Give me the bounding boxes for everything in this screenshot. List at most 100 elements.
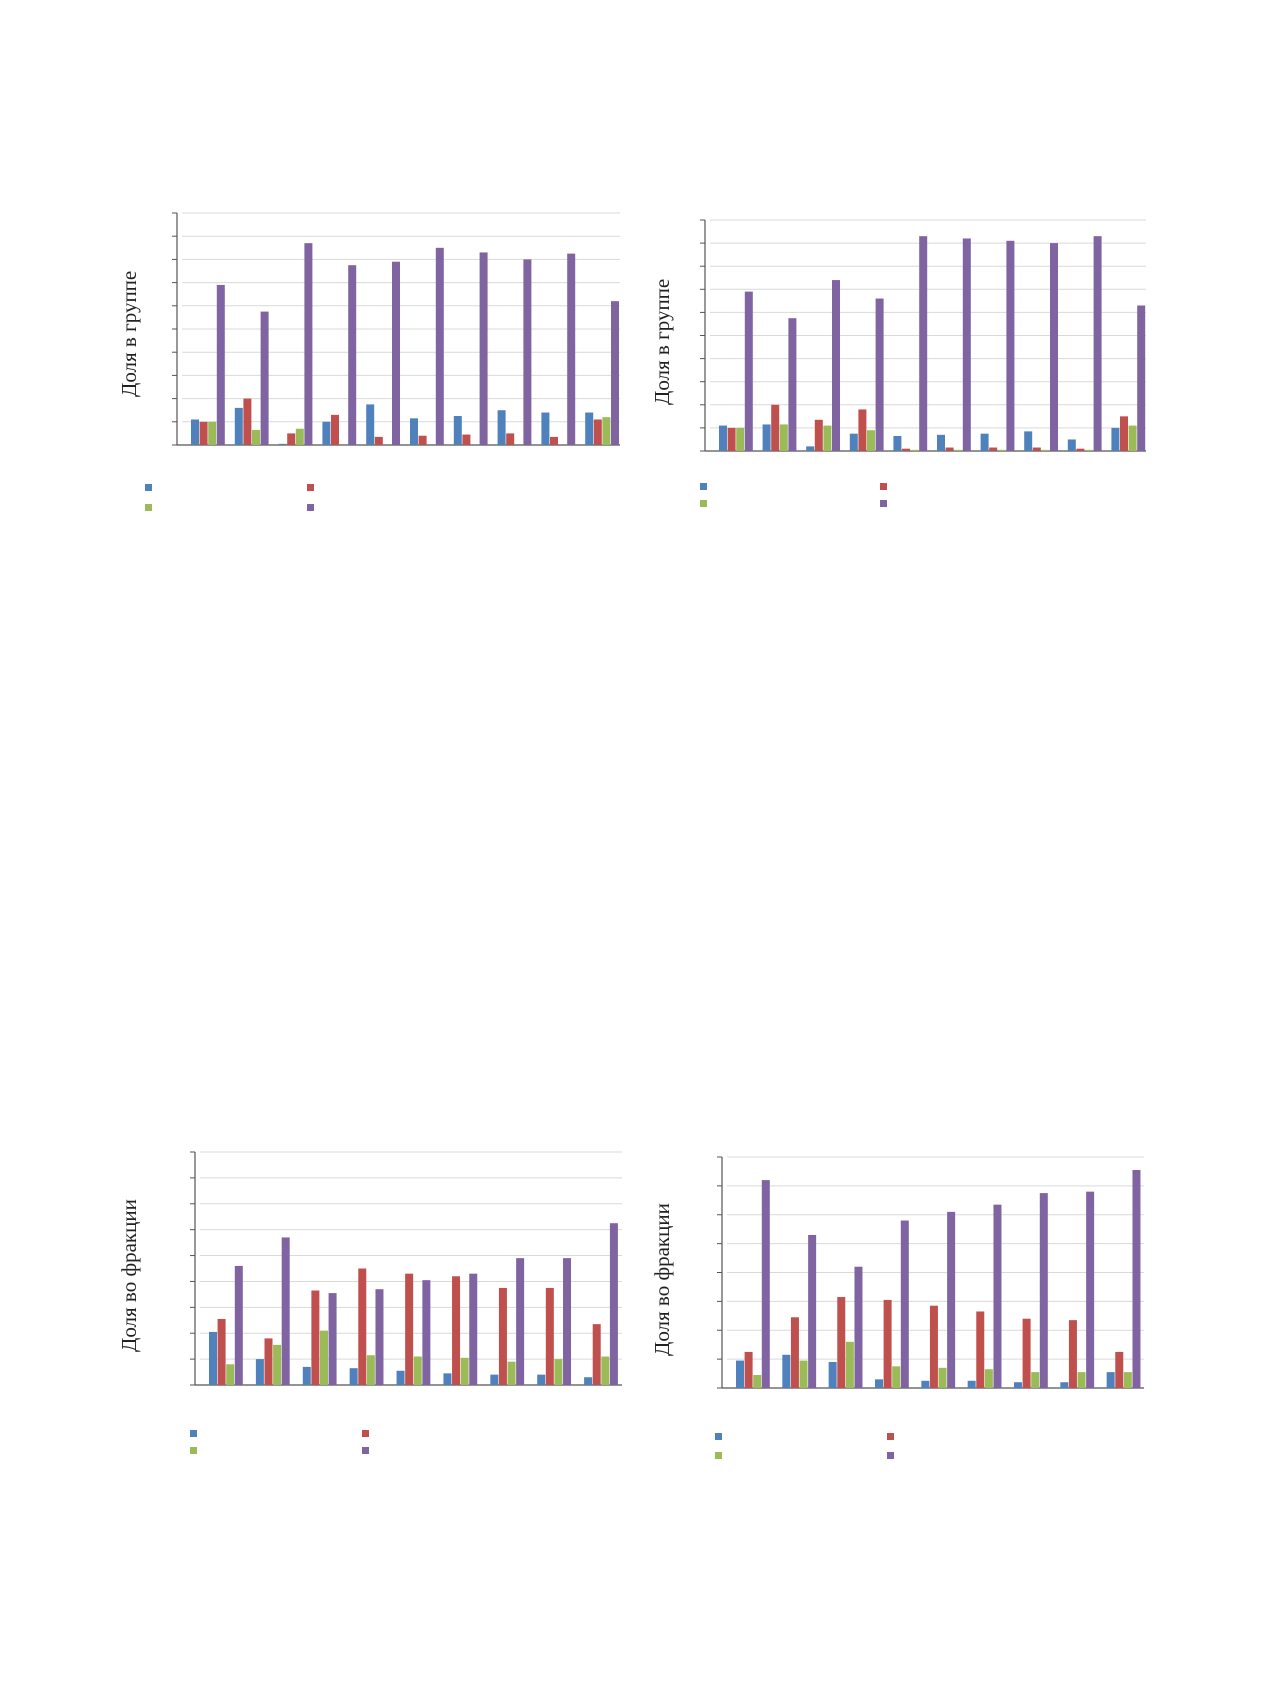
bar-green-cat-4	[867, 430, 875, 451]
bar-red-cat-1	[199, 421, 208, 445]
bar-green-cat-10	[602, 417, 611, 445]
bar-green-cat-7	[997, 449, 1006, 451]
bar-blue-cat-2	[234, 407, 243, 445]
bar-blue-cat-5	[366, 404, 375, 445]
bar-purple-cat-7	[1006, 240, 1015, 451]
legend-marker-blue	[715, 1433, 722, 1440]
bar-green-cat-5	[938, 1367, 947, 1388]
bar-purple-cat-2	[808, 1234, 817, 1388]
bar-blue-cat-3	[302, 1366, 311, 1385]
legend-marker-blue	[700, 483, 707, 490]
bar-blue-cat-8	[537, 1374, 546, 1385]
legend-marker-purple	[307, 504, 314, 511]
legend-marker-purple	[362, 1447, 369, 1454]
bar-blue-cat-1	[736, 1360, 744, 1388]
bar-purple-cat-3	[328, 1293, 337, 1385]
bar-red-cat-6	[945, 447, 954, 451]
legend-marker-red	[362, 1430, 369, 1437]
bar-green-cat-1	[753, 1375, 762, 1388]
bar-purple-cat-4	[348, 265, 357, 445]
bar-red-cat-4	[858, 409, 867, 451]
bar-purple-cat-4	[375, 1289, 384, 1385]
bar-purple-cat-10	[611, 301, 619, 445]
bar-blue-cat-10	[1111, 427, 1120, 451]
bar-purple-cat-2	[788, 318, 797, 451]
bar-green-cat-3	[823, 425, 832, 451]
bar-red-cat-5	[374, 436, 383, 445]
bar-purple-cat-3	[304, 243, 313, 445]
bar-purple-cat-10	[1137, 305, 1146, 451]
bar-red-cat-9	[592, 1324, 601, 1385]
bar-red-cat-9	[550, 436, 558, 445]
legend-marker-green	[190, 1447, 197, 1454]
bar-red-cat-5	[929, 1305, 938, 1388]
legend-marker-green	[700, 500, 707, 507]
bar-purple-cat-8	[563, 1258, 572, 1385]
legend-marker-red	[307, 484, 314, 491]
bar-red-cat-5	[902, 448, 910, 451]
bar-blue-cat-9	[541, 412, 550, 445]
bar-blue-cat-3	[806, 446, 815, 451]
legend-marker-purple	[880, 500, 887, 507]
bar-red-cat-3	[311, 1290, 320, 1385]
bar-purple-cat-9	[1132, 1169, 1141, 1388]
bar-purple-cat-3	[854, 1266, 863, 1388]
bar-purple-cat-1	[761, 1180, 770, 1388]
bar-red-cat-1	[727, 427, 736, 451]
bar-blue-cat-7	[1014, 1382, 1022, 1388]
bar-red-cat-7	[1022, 1318, 1031, 1388]
bar-purple-cat-9	[567, 253, 576, 445]
bar-red-cat-4	[358, 1268, 367, 1385]
bar-blue-cat-6	[410, 418, 418, 445]
bar-purple-cat-7	[479, 252, 488, 445]
bar-green-cat-7	[1031, 1372, 1040, 1388]
bar-red-cat-8	[1032, 447, 1041, 451]
bar-purple-cat-5	[947, 1211, 956, 1388]
bar-green-cat-3	[295, 428, 304, 445]
bar-blue-cat-5	[396, 1370, 405, 1385]
bar-purple-cat-8	[1086, 1191, 1095, 1388]
bar-green-cat-1	[736, 427, 745, 451]
bar-purple-cat-9	[1093, 236, 1102, 451]
bar-blue-cat-9	[1067, 439, 1076, 451]
bar-purple-cat-5	[919, 236, 928, 451]
bar-blue-cat-1	[209, 1331, 217, 1385]
bar-green-cat-3	[319, 1330, 328, 1385]
bar-blue-cat-7	[453, 416, 462, 445]
bar-blue-cat-2	[255, 1359, 264, 1385]
bar-blue-cat-4	[349, 1368, 358, 1385]
bar-red-cat-6	[976, 1311, 985, 1388]
bar-purple-cat-4	[875, 298, 884, 451]
bar-blue-cat-8	[1024, 431, 1033, 451]
bar-red-cat-2	[264, 1338, 273, 1385]
bar-blue-cat-1	[191, 419, 199, 445]
bar-red-cat-6	[452, 1276, 461, 1385]
bar-red-cat-1	[217, 1318, 226, 1385]
bar-green-cat-6	[460, 1357, 469, 1385]
bar-green-cat-2	[779, 424, 788, 451]
bar-red-cat-1	[744, 1351, 753, 1388]
bar-blue-cat-6	[443, 1373, 452, 1385]
bar-red-cat-6	[418, 435, 427, 445]
legend-marker-green	[145, 504, 152, 511]
bar-red-cat-10	[593, 419, 602, 445]
bar-green-cat-8	[1077, 1372, 1086, 1388]
bar-green-cat-9	[601, 1356, 610, 1385]
bar-red-cat-8	[545, 1287, 554, 1385]
bar-red-cat-4	[331, 414, 339, 445]
bar-green-cat-2	[252, 429, 260, 445]
bar-purple-cat-1	[216, 284, 225, 445]
bar-blue-cat-5	[921, 1380, 930, 1388]
bar-blue-cat-3	[828, 1362, 837, 1388]
bar-blue-cat-7	[490, 1374, 499, 1385]
bar-red-cat-4	[883, 1299, 892, 1388]
bar-red-cat-8	[506, 433, 515, 445]
bar-green-cat-7	[507, 1361, 516, 1385]
bar-purple-cat-8	[523, 259, 532, 445]
bar-green-cat-2	[273, 1344, 282, 1385]
bar-blue-cat-4	[875, 1379, 883, 1388]
